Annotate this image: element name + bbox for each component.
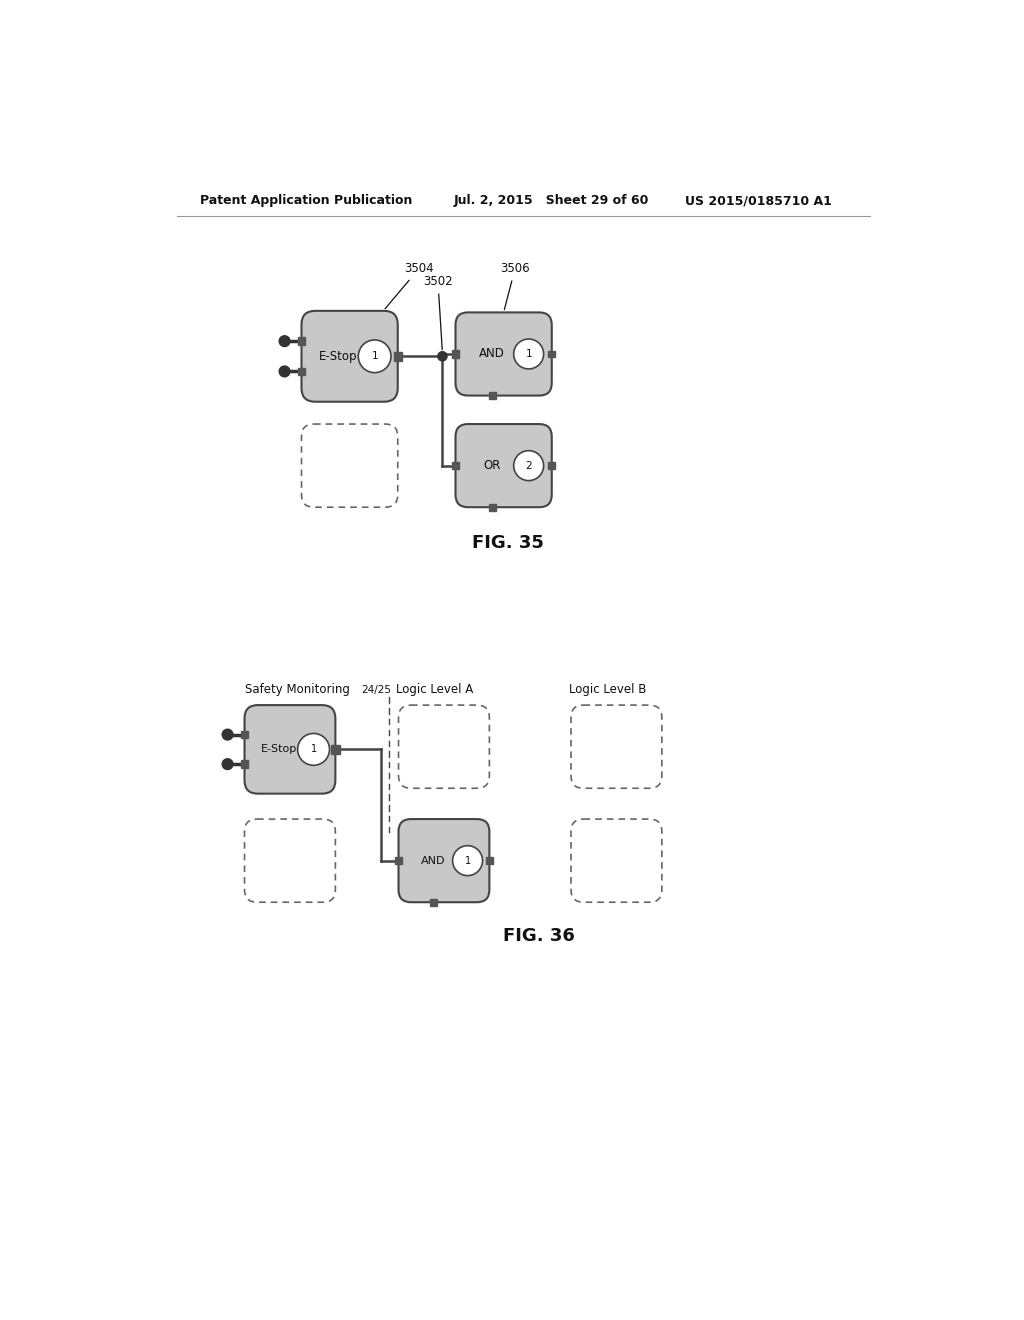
Text: Safety Monitoring: Safety Monitoring [245,684,349,696]
Bar [298,338,305,345]
Text: 1: 1 [465,855,471,866]
Text: 1: 1 [372,351,378,362]
Text: AND: AND [421,855,445,866]
Circle shape [514,339,544,370]
Bar [331,744,340,754]
Text: Jul. 2, 2015   Sheet 29 of 60: Jul. 2, 2015 Sheet 29 of 60 [454,194,649,207]
Bar [488,392,496,399]
Text: 3506: 3506 [500,263,529,310]
Text: Logic Level A: Logic Level A [396,684,473,696]
Circle shape [280,366,290,376]
FancyBboxPatch shape [301,312,397,401]
FancyBboxPatch shape [245,705,336,793]
FancyBboxPatch shape [398,705,489,788]
Bar [452,462,460,470]
Text: 1: 1 [525,348,531,359]
Bar [488,504,496,511]
Text: AND: AND [479,347,505,360]
Circle shape [222,729,233,741]
Text: OR: OR [483,459,501,473]
Text: 2: 2 [525,461,531,471]
Bar [452,350,460,358]
Text: US 2015/0185710 A1: US 2015/0185710 A1 [685,194,831,207]
Bar [486,857,493,865]
Text: Patent Application Publication: Patent Application Publication [200,194,413,207]
Text: E-Stop: E-Stop [318,350,357,363]
FancyBboxPatch shape [456,313,552,396]
FancyBboxPatch shape [245,818,336,903]
Text: Logic Level B: Logic Level B [569,684,647,696]
Circle shape [280,335,290,347]
Bar [548,462,555,469]
Text: E-Stop: E-Stop [261,744,297,754]
FancyBboxPatch shape [456,424,552,507]
Text: FIG. 36: FIG. 36 [503,927,574,945]
Circle shape [358,341,391,372]
Circle shape [222,759,233,770]
Bar [430,899,436,906]
Bar [548,351,555,358]
Bar [241,760,249,768]
FancyBboxPatch shape [301,424,397,507]
Bar [241,731,249,738]
Bar [393,352,402,360]
Text: FIG. 35: FIG. 35 [472,535,544,552]
Bar [394,857,402,865]
Text: 1: 1 [310,744,316,754]
FancyBboxPatch shape [571,705,662,788]
Circle shape [298,734,330,766]
Circle shape [453,846,482,875]
Text: 24/25: 24/25 [361,685,391,694]
FancyBboxPatch shape [571,818,662,903]
Text: 3504: 3504 [385,263,433,309]
Circle shape [514,450,544,480]
Circle shape [438,351,447,360]
Text: 3502: 3502 [423,276,453,350]
Bar [298,367,305,375]
FancyBboxPatch shape [398,818,489,903]
